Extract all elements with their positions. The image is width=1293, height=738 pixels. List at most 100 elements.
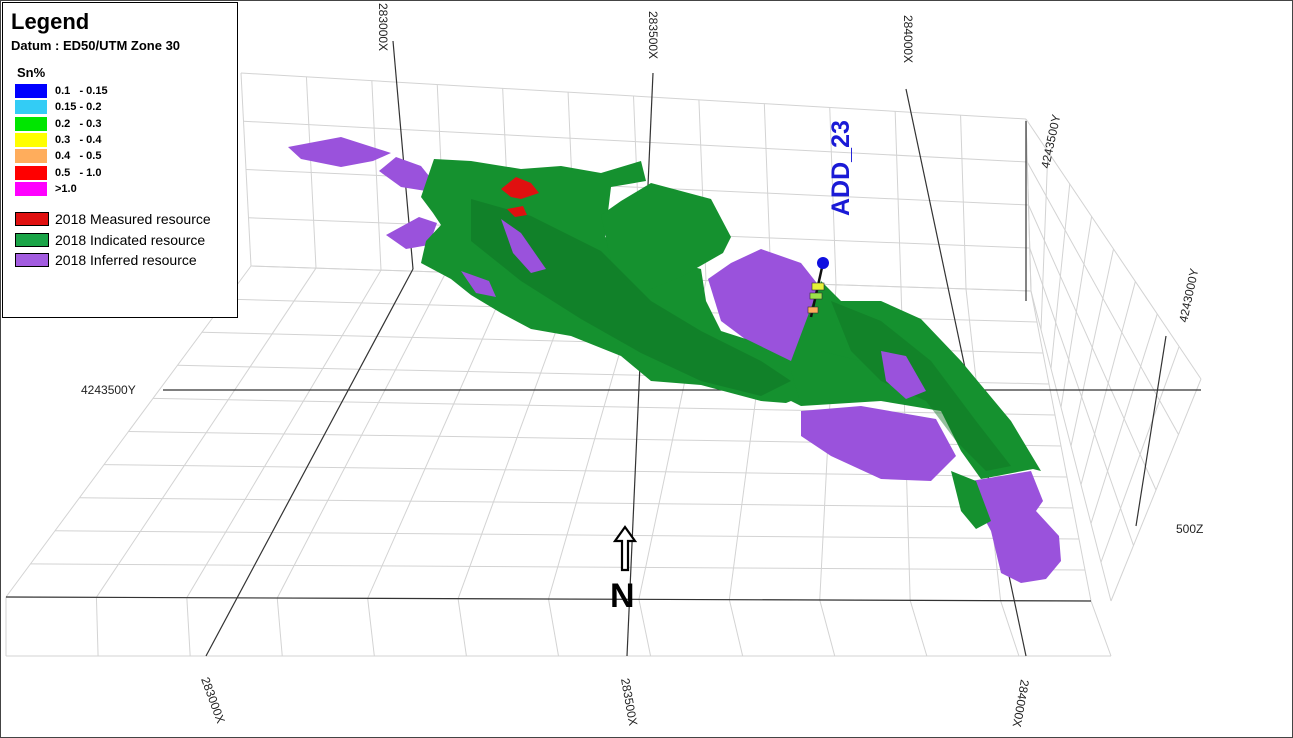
legend-grade-item: 0.5 - 1.0 <box>15 164 229 180</box>
grid-line <box>79 497 1074 509</box>
legend-grade-swatch <box>15 84 47 99</box>
legend-grade-swatch <box>15 100 47 115</box>
x-bottom-label-284000: 284000X <box>1010 678 1032 728</box>
legend-grade-item: 0.3 - 0.4 <box>15 132 229 148</box>
y-right-label-4243000: 4243000Y <box>1176 267 1201 323</box>
grid-line <box>186 597 191 657</box>
measured-body[interactable] <box>507 206 527 217</box>
legend-resource-swatch <box>15 212 49 227</box>
north-arrow-icon <box>612 525 638 572</box>
inferred-body[interactable] <box>881 351 926 399</box>
indicated-body[interactable] <box>791 351 881 405</box>
x-bottom-label-283000: 283000X <box>198 675 228 725</box>
legend-grade-item: >1.0 <box>15 181 229 197</box>
legend-panel: Legend Datum : ED50/UTM Zone 30 Sn% 0.1 … <box>2 2 238 318</box>
legend-grade-label: 0.3 - 0.4 <box>55 134 102 147</box>
legend-resource-item: 2018 Measured resource <box>15 209 229 230</box>
grid-line <box>276 597 283 657</box>
drillhole-interval <box>811 282 825 291</box>
grid-line <box>240 72 1027 120</box>
x-top-label-283000: 283000X <box>376 3 390 51</box>
y-right-label-4243500: 4243500Y <box>1038 113 1063 169</box>
north-arrow: N <box>610 525 638 615</box>
grid-line <box>1028 204 1157 491</box>
legend-grade-swatch <box>15 181 47 196</box>
legend-resource-label: 2018 Inferred resource <box>55 252 197 269</box>
inferred-body[interactable] <box>379 157 433 191</box>
inferred-overlay-bodies[interactable] <box>461 219 926 399</box>
drillhole-interval <box>809 292 823 300</box>
indicated-body-shade[interactable] <box>471 199 791 396</box>
grid-line <box>30 563 1086 571</box>
grid-line <box>54 530 1080 540</box>
inferred-body[interactable] <box>501 219 546 273</box>
legend-grade-item: 0.4 - 0.5 <box>15 148 229 164</box>
drillhole-collar-icon[interactable] <box>817 257 829 269</box>
legend-resource-item: 2018 Inferred resource <box>15 250 229 271</box>
legend-grade-item: 0.15 - 0.2 <box>15 99 229 115</box>
x-top-label-284000: 284000X <box>901 15 915 63</box>
legend-resource-swatch <box>15 253 49 268</box>
grid-line <box>1000 600 1020 657</box>
legend-grade-label: 0.2 - 0.3 <box>55 117 102 130</box>
legend-grade-label: 0.15 - 0.2 <box>55 101 102 114</box>
indicated-body[interactable] <box>601 183 731 293</box>
y-left-label-4243500: 4243500Y <box>81 383 136 397</box>
grid-line <box>1029 247 1134 546</box>
grid-line <box>1090 600 1112 657</box>
grid-line <box>152 397 1056 416</box>
grid-line <box>728 599 744 657</box>
legend-title: Legend <box>11 9 90 34</box>
legend-datum: Datum : ED50/UTM Zone 30 <box>11 38 181 53</box>
grid-line <box>95 597 99 657</box>
axis-x-283000-lower-line <box>205 268 414 657</box>
legend-resource-label: 2018 Indicated resource <box>55 231 206 248</box>
legend-grade-swatch <box>15 133 47 148</box>
legend-grade-label: >1.0 <box>55 182 77 195</box>
inferred-body[interactable] <box>801 406 956 481</box>
measured-body[interactable] <box>501 177 539 199</box>
drillhole-label: ADD_23 <box>827 120 855 216</box>
measured-resource-bodies[interactable] <box>501 177 539 217</box>
x-bottom-label-283500: 283500X <box>618 677 640 727</box>
grid-line <box>638 599 652 657</box>
legend-grade-item: 0.1 - 0.15 <box>15 83 229 99</box>
grid-line <box>367 598 375 657</box>
inferred-body[interactable] <box>288 137 391 167</box>
legend-grade-item: 0.2 - 0.3 <box>15 116 229 132</box>
legend-grade-swatch <box>15 165 47 180</box>
grid-line <box>245 169 1029 206</box>
legend-resource-label: 2018 Measured resource <box>55 211 211 228</box>
grid-line <box>548 598 559 657</box>
axis-baseline-line <box>5 596 1092 602</box>
legend-grade-swatch <box>15 116 47 131</box>
z-label-500: 500Z <box>1176 522 1203 536</box>
legend-resource-item: 2018 Indicated resource <box>15 230 229 251</box>
legend-grade-swatch <box>15 149 47 164</box>
inferred-body[interactable] <box>971 471 1061 583</box>
indicated-body[interactable] <box>951 471 991 529</box>
grid-line <box>457 598 467 657</box>
grid-line <box>819 599 836 657</box>
x-top-label-283500: 283500X <box>646 11 660 59</box>
grid-line <box>1030 290 1112 602</box>
grid-line <box>243 120 1028 163</box>
inferred-body[interactable] <box>386 217 437 249</box>
legend-grade-list: 0.1 - 0.15 0.15 - 0.2 0.2 - 0.3 0.3 - 0.… <box>15 83 229 197</box>
drillhole-interval <box>807 306 819 314</box>
legend-grade-label: 0.5 - 1.0 <box>55 166 102 179</box>
grid-line <box>1026 161 1179 435</box>
legend-grade-label: 0.4 - 0.5 <box>55 150 102 163</box>
drillhole-add-23[interactable]: ADD_23 <box>807 120 855 318</box>
inferred-body[interactable] <box>461 271 496 297</box>
legend-grade-title: Sn% <box>17 65 46 80</box>
legend-resource-swatch <box>15 232 49 247</box>
axis-z-500-line <box>1135 335 1167 527</box>
north-arrow-label: N <box>610 577 635 615</box>
legend-grade-label: 0.1 - 0.15 <box>55 85 108 98</box>
legend-resource-list: 2018 Measured resource 2018 Indicated re… <box>15 209 229 271</box>
grid-line <box>1025 118 1202 380</box>
grid-line <box>909 600 928 657</box>
